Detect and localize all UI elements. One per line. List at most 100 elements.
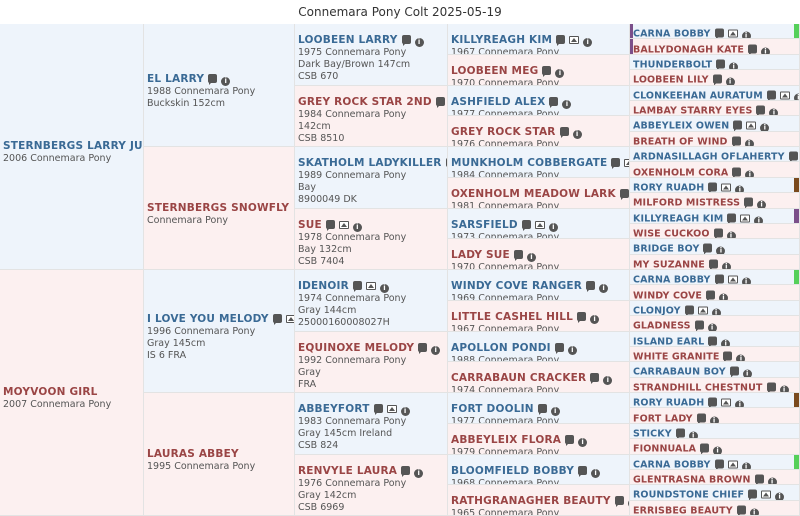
chat-icon[interactable] (521, 219, 531, 231)
info-icon[interactable]: i (741, 31, 751, 39)
ancestor-name-link[interactable]: CARNA BOBBY (633, 274, 711, 286)
info-icon[interactable]: i (769, 108, 779, 116)
ancestor-name-link[interactable]: KILLYREAGH KIM (451, 34, 553, 46)
chat-icon[interactable] (325, 219, 335, 231)
ancestor-name-link[interactable]: GREY ROCK STAR 2ND (298, 95, 432, 108)
ancestor-name-link[interactable]: MUNKHOLM COBBERGATE (451, 157, 608, 169)
chat-icon[interactable] (712, 74, 722, 85)
chat-icon[interactable] (418, 342, 428, 354)
photo-icon[interactable] (761, 490, 772, 499)
chat-icon[interactable] (684, 305, 694, 316)
info-icon[interactable]: i (793, 93, 799, 100)
chat-icon[interactable] (611, 158, 621, 169)
info-icon[interactable]: i (760, 47, 770, 54)
chat-icon[interactable] (614, 496, 624, 508)
chat-icon[interactable] (554, 342, 564, 354)
ancestor-name-link[interactable]: CARRABAUN CRACKER (451, 372, 587, 385)
chat-icon[interactable] (578, 465, 588, 477)
ancestor-name-link[interactable]: CARNA BOBBY (633, 459, 711, 470)
info-icon[interactable]: i (400, 407, 410, 416)
photo-icon[interactable] (624, 159, 629, 167)
photo-icon[interactable] (721, 398, 732, 407)
info-icon[interactable]: i (742, 369, 752, 377)
info-icon[interactable]: i (583, 38, 593, 47)
chat-icon[interactable] (708, 336, 718, 346)
chat-icon[interactable] (542, 65, 552, 77)
chat-icon[interactable] (736, 505, 746, 515)
info-icon[interactable]: i (757, 200, 767, 208)
ancestor-name-link[interactable]: RORY RUADH (633, 182, 705, 194)
info-icon[interactable]: i (726, 231, 736, 239)
info-icon[interactable]: i (414, 468, 424, 478)
info-icon[interactable]: i (550, 407, 560, 416)
ancestor-name-link[interactable]: LADY SUE (451, 249, 510, 262)
photo-icon[interactable] (721, 183, 732, 192)
info-icon[interactable]: i (744, 139, 754, 146)
ancestor-name-link[interactable]: THUNDERBOLT (633, 59, 713, 71)
info-icon[interactable]: i (716, 246, 726, 254)
chat-icon[interactable] (700, 443, 710, 454)
ancestor-name-link[interactable]: EQUINOXE MELODY (298, 341, 415, 354)
ancestor-name-link[interactable]: ROUNDSTONE CHIEF (633, 489, 745, 501)
info-icon[interactable]: i (414, 38, 424, 47)
chat-icon[interactable] (716, 59, 726, 70)
ancestor-name-link[interactable]: STRANDHILL CHESTNUT (633, 382, 763, 393)
chat-icon[interactable] (703, 243, 713, 254)
ancestor-name-link[interactable]: ABBEYLEIX OWEN (633, 120, 730, 132)
chat-icon[interactable] (748, 489, 758, 500)
ancestor-name-link[interactable]: OXENHOLM MEADOW LARK (451, 187, 616, 200)
info-icon[interactable]: i (767, 477, 777, 485)
info-icon[interactable]: i (718, 293, 728, 300)
info-icon[interactable]: i (567, 345, 577, 355)
chat-icon[interactable] (756, 105, 766, 116)
photo-icon[interactable] (285, 314, 294, 323)
chat-icon[interactable] (559, 127, 569, 139)
info-icon[interactable]: i (754, 216, 764, 223)
info-icon[interactable]: i (745, 170, 755, 177)
ancestor-name-link[interactable]: WINDY COVE (633, 290, 702, 301)
info-icon[interactable]: i (707, 323, 717, 331)
info-icon[interactable]: i (548, 222, 558, 232)
photo-icon[interactable] (338, 220, 349, 229)
chat-icon[interactable] (373, 404, 383, 415)
chat-icon[interactable] (714, 459, 724, 469)
chat-icon[interactable] (586, 281, 596, 292)
chat-icon[interactable] (549, 96, 559, 108)
chat-icon[interactable] (708, 259, 718, 269)
info-icon[interactable]: i (713, 446, 723, 454)
chat-icon[interactable] (705, 290, 715, 300)
chat-icon[interactable] (401, 35, 411, 46)
ancestor-name-link[interactable]: GREY ROCK STAR (451, 126, 556, 139)
photo-icon[interactable] (727, 29, 738, 38)
info-icon[interactable]: i (591, 468, 601, 478)
chat-icon[interactable] (714, 28, 724, 39)
info-icon[interactable]: i (779, 385, 789, 392)
photo-icon[interactable] (740, 214, 751, 223)
ancestor-name-link[interactable]: FORT DOOLIN (451, 403, 534, 415)
info-icon[interactable]: i (562, 99, 572, 109)
info-icon[interactable]: i (775, 492, 785, 500)
chat-icon[interactable] (713, 228, 723, 239)
photo-icon[interactable] (727, 275, 738, 284)
photo-icon[interactable] (569, 36, 580, 44)
info-icon[interactable]: i (627, 499, 629, 509)
ancestor-name-link[interactable]: ERRISBEG BEAUTY (633, 505, 733, 516)
photo-icon[interactable] (365, 282, 376, 290)
chat-icon[interactable] (435, 96, 445, 108)
info-icon[interactable]: i (221, 76, 231, 86)
chat-icon[interactable] (590, 373, 600, 385)
chat-icon[interactable] (766, 90, 776, 100)
ancestor-name-link[interactable]: LAMBAY STARRY EYES (633, 105, 753, 117)
info-icon[interactable]: i (741, 277, 751, 285)
ancestor-name-link[interactable]: ISLAND EARL (633, 336, 705, 347)
info-icon[interactable]: i (352, 222, 362, 232)
ancestor-name-link[interactable]: ARDNASILLAGH OFLAHERTY (633, 151, 785, 163)
info-icon[interactable]: i (590, 314, 600, 324)
chat-icon[interactable] (537, 404, 547, 415)
chat-icon[interactable] (272, 313, 282, 325)
info-icon[interactable]: i (736, 354, 746, 362)
chat-icon[interactable] (733, 120, 743, 131)
ancestor-name-link[interactable]: CARRABAUN BOY (633, 366, 726, 378)
ancestor-name-link[interactable]: RORY RUADH (633, 397, 705, 409)
chat-icon[interactable] (732, 167, 742, 177)
